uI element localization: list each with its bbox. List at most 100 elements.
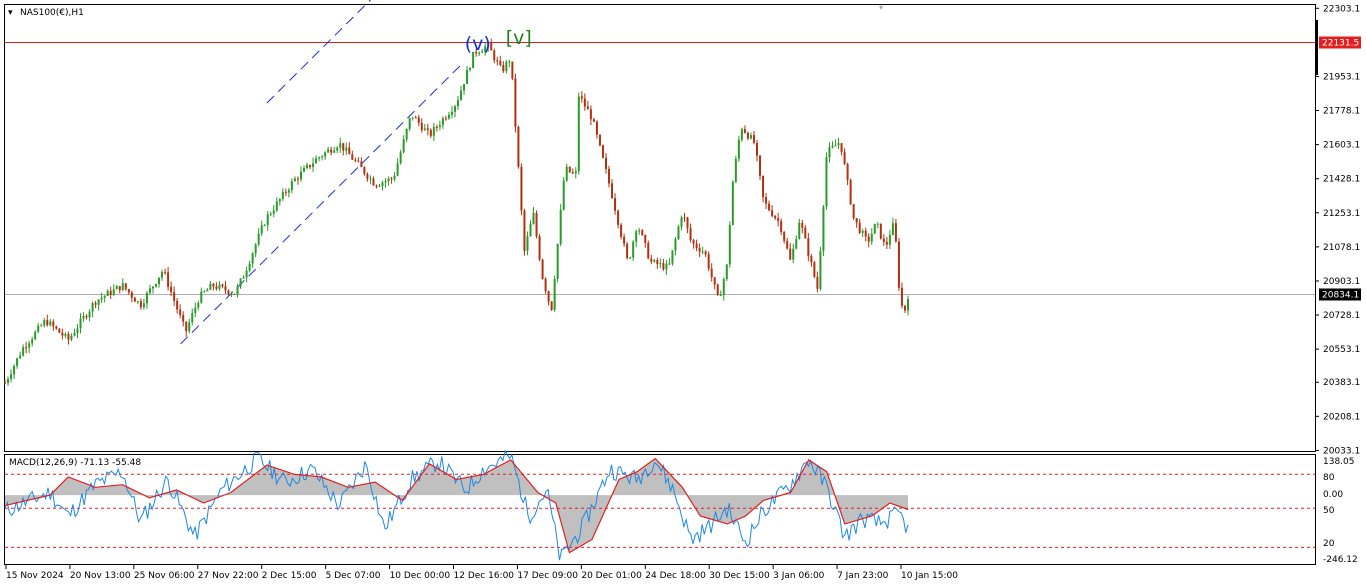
candle-body — [393, 175, 396, 180]
collapse-arrow-icon[interactable]: ▾ — [8, 8, 13, 18]
candle-body — [752, 135, 755, 143]
candle-body — [290, 181, 293, 191]
candle-body — [598, 134, 601, 146]
candle-body — [133, 297, 136, 302]
candle-body — [858, 222, 861, 233]
candle-body — [40, 325, 43, 327]
candle-body — [263, 225, 266, 227]
candle-body — [508, 61, 511, 63]
candle-body — [37, 325, 40, 332]
candle-body — [402, 139, 405, 153]
candle-body — [330, 149, 333, 153]
candle-body — [351, 154, 354, 160]
time-tick-label: 30 Dec 15:00 — [709, 571, 770, 581]
candle-body — [843, 152, 846, 164]
candle-body — [502, 65, 505, 72]
price-tick-label: 20728.1 — [1323, 311, 1360, 321]
channel-upper-line[interactable] — [266, 0, 547, 104]
candle-body — [765, 197, 768, 204]
candle-body — [837, 143, 840, 146]
candle-body — [490, 42, 493, 51]
candle-body — [677, 226, 680, 240]
candle-body — [822, 206, 825, 252]
wave-label-minor[interactable]: (v) — [465, 33, 491, 55]
candle-body — [79, 318, 82, 329]
candle-body — [236, 286, 239, 295]
price-tick-label: 21603.1 — [1323, 141, 1360, 151]
candle-body — [315, 158, 318, 164]
price-level-badge — [1319, 36, 1361, 49]
candle-body — [475, 51, 478, 54]
candle-body — [387, 178, 390, 182]
candle-body — [281, 191, 284, 199]
candle-body — [233, 293, 236, 295]
candle-body — [257, 233, 260, 245]
candle-body — [511, 61, 514, 79]
candle-body — [13, 365, 16, 375]
scroll-marker-icon[interactable]: ▾ — [879, 3, 883, 12]
candle-body — [426, 128, 429, 130]
candle-body — [695, 243, 698, 249]
candle-body — [698, 248, 701, 252]
price-tick-label: 20033.1 — [1323, 446, 1360, 456]
candle-body — [535, 212, 538, 237]
candle-body — [680, 217, 683, 227]
candle-body — [34, 331, 37, 340]
candle-body — [855, 218, 858, 223]
candle-body — [653, 259, 656, 262]
candle-body — [505, 61, 508, 72]
price-tick-label: 21253.1 — [1323, 209, 1360, 219]
candle-body — [218, 284, 221, 289]
time-tick-label: 7 Jan 23:00 — [837, 571, 889, 581]
candle-body — [903, 305, 906, 311]
candle-body — [254, 244, 257, 254]
candle-body — [777, 218, 780, 221]
price-tick-label: 21778.1 — [1323, 107, 1360, 117]
candle-body — [46, 320, 49, 326]
candle-body — [260, 225, 263, 234]
candle-body — [151, 286, 154, 289]
candle-body — [212, 283, 215, 287]
candle-body — [701, 251, 704, 253]
candle-body — [870, 233, 873, 242]
candle-body — [302, 167, 305, 172]
candle-body — [447, 114, 450, 119]
candle-body — [381, 182, 384, 186]
candle-body — [487, 42, 490, 47]
candle-body — [759, 155, 762, 176]
price-tick-label: 20208.1 — [1323, 412, 1360, 422]
wave-label-major[interactable]: [v] — [506, 27, 532, 49]
candle-body — [722, 279, 725, 296]
candle-body — [544, 278, 547, 292]
candle-body — [411, 117, 414, 119]
channel-lower-line[interactable] — [180, 64, 462, 345]
candle-body — [375, 185, 378, 187]
time-tick-label: 10 Jan 15:00 — [901, 571, 958, 581]
candle-body — [366, 173, 369, 179]
candle-body — [248, 263, 251, 271]
candle-body — [372, 178, 375, 186]
candle-body — [55, 326, 58, 329]
candle-body — [589, 109, 592, 120]
price-tick-label: 21953.1 — [1323, 72, 1360, 82]
candle-body — [357, 160, 360, 162]
candle-body — [324, 152, 327, 157]
candle-body — [592, 119, 595, 122]
candle-body — [414, 117, 417, 119]
candle-body — [668, 263, 671, 265]
candle-body — [780, 220, 783, 232]
candle-body — [245, 270, 248, 278]
candle-body — [4, 382, 6, 384]
candle-body — [227, 290, 230, 295]
candle-body — [441, 118, 444, 126]
time-axis: 15 Nov 2024 20 Nov 13:00 25 Nov 06:00 27 No… — [5, 565, 958, 581]
candle-body — [707, 254, 710, 269]
candle-body — [831, 145, 834, 148]
time-tick-label: 20 Nov 13:00 — [70, 571, 131, 581]
time-tick-label: 15 Nov 2024 — [6, 571, 64, 581]
candle-body — [608, 168, 611, 184]
candle-body — [897, 241, 900, 288]
candle-body — [179, 309, 182, 315]
candle-body — [251, 253, 254, 264]
candle-body — [136, 301, 139, 303]
